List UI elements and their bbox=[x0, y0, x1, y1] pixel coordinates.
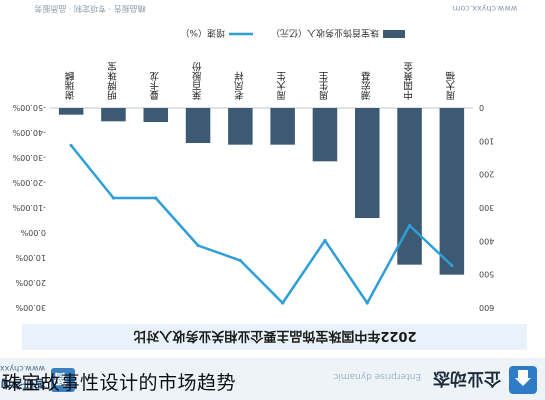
growth-point-7 bbox=[196, 243, 200, 248]
category-label-6: 老凤祥 bbox=[234, 71, 246, 101]
growth-point-6 bbox=[238, 258, 242, 263]
category-label-3: 潮宏基 bbox=[361, 72, 373, 101]
category-label-1: 周大福 bbox=[446, 71, 458, 100]
growth-point-4 bbox=[323, 238, 327, 243]
section-title: 企业动态 bbox=[433, 368, 502, 389]
left-axis-tick: 10.00% bbox=[15, 253, 46, 262]
bar-3 bbox=[354, 108, 380, 218]
left-axis-tick: 30.00% bbox=[15, 303, 46, 312]
logo-text: 智研咨询 bbox=[1, 377, 45, 391]
brand-logo-icon bbox=[51, 368, 75, 392]
right-axis-tick: 300 bbox=[479, 203, 494, 212]
logo-url: www.chyxx.com bbox=[0, 364, 45, 373]
bar-4 bbox=[312, 108, 338, 162]
left-axis-tick: -30.00% bbox=[12, 153, 46, 162]
section-title-group: 企业动态 Enterprise dynamic bbox=[333, 366, 537, 394]
brand-logo: 智 智研咨询 www.chyxx.com bbox=[0, 364, 75, 392]
bar-7 bbox=[185, 108, 211, 143]
legend-line-label: 增速（%） bbox=[180, 27, 225, 39]
chart-title: 2022年中国珠宝饰品主要企业相关业务收入对比 bbox=[133, 328, 416, 344]
category-label-10: 谢瑞麟 bbox=[65, 71, 77, 101]
right-axis-tick: 600 bbox=[479, 303, 494, 312]
growth-point-8 bbox=[154, 196, 158, 200]
svg-text:智: 智 bbox=[53, 370, 68, 387]
caption: 珠宝故事性设计的市场趋势 bbox=[2, 372, 237, 394]
legend-bar-swatch bbox=[383, 30, 405, 38]
right-axis-tick: 100 bbox=[479, 136, 494, 145]
bar-8 bbox=[143, 108, 169, 122]
left-axis-tick: 0.00% bbox=[20, 228, 46, 237]
growth-point-2 bbox=[407, 223, 412, 228]
legend: 珠宝首饰业务收入（亿元） 增速（%） bbox=[180, 27, 405, 39]
chart-title-band bbox=[22, 324, 527, 350]
bar-5 bbox=[270, 108, 295, 145]
category-label-9: 明牌珠宝 bbox=[107, 62, 119, 100]
right-axis-tick: 500 bbox=[479, 270, 494, 279]
category-label-5: 周大生 bbox=[276, 72, 288, 101]
growth-point-9 bbox=[111, 196, 116, 200]
category-label-8: 曼卡龙 bbox=[150, 72, 162, 101]
bar-1 bbox=[439, 108, 465, 275]
growth-point-5 bbox=[281, 301, 285, 305]
section-subtitle: Enterprise dynamic bbox=[333, 371, 421, 381]
growth-line bbox=[70, 144, 453, 305]
bar-9 bbox=[101, 108, 126, 122]
growth-point-10 bbox=[69, 143, 73, 148]
growth-point-3 bbox=[365, 301, 369, 305]
right-axis-tick: 400 bbox=[479, 236, 494, 245]
category-label-7: 莱百股份 bbox=[192, 61, 204, 101]
bar-10 bbox=[58, 108, 84, 115]
growth-point-1 bbox=[450, 263, 454, 268]
left-axis-tick: -10.00% bbox=[12, 203, 46, 212]
left-axis-tick: -20.00% bbox=[12, 178, 46, 187]
category-label-4: 周生生 bbox=[319, 72, 331, 101]
left-axis-tick: -50.00% bbox=[12, 103, 46, 112]
right-axis-tick: 200 bbox=[479, 170, 494, 179]
footer-center: www.chyxx.com bbox=[452, 4, 517, 13]
legend-bar-label: 珠宝首饰业务收入（亿元） bbox=[271, 27, 379, 39]
left-axis-tick: -40.00% bbox=[12, 128, 46, 137]
category-label-2: 中国黄金 bbox=[403, 62, 415, 101]
left-axis-tick: 20.00% bbox=[15, 278, 46, 287]
right-axis-tick: 0 bbox=[479, 103, 484, 112]
footer-left: 精品报告 · 专项定制 · 品质服务 bbox=[34, 4, 145, 14]
header-band bbox=[0, 358, 545, 400]
bar-6 bbox=[228, 108, 253, 145]
